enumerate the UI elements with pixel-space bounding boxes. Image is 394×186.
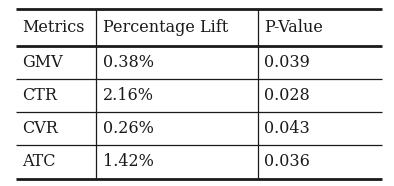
Text: ATC: ATC [22, 153, 56, 170]
Text: 2.16%: 2.16% [103, 87, 154, 104]
Text: Percentage Lift: Percentage Lift [103, 19, 228, 36]
Text: CVR: CVR [22, 120, 58, 137]
Text: 0.38%: 0.38% [103, 54, 154, 71]
Text: 0.028: 0.028 [264, 87, 310, 104]
Text: 1.42%: 1.42% [103, 153, 154, 170]
Text: 0.039: 0.039 [264, 54, 310, 71]
Text: Metrics: Metrics [22, 19, 85, 36]
Text: P-Value: P-Value [264, 19, 323, 36]
Text: 0.036: 0.036 [264, 153, 310, 170]
Text: GMV: GMV [22, 54, 63, 71]
Text: CTR: CTR [22, 87, 58, 104]
Text: 0.26%: 0.26% [103, 120, 154, 137]
Text: 0.043: 0.043 [264, 120, 310, 137]
